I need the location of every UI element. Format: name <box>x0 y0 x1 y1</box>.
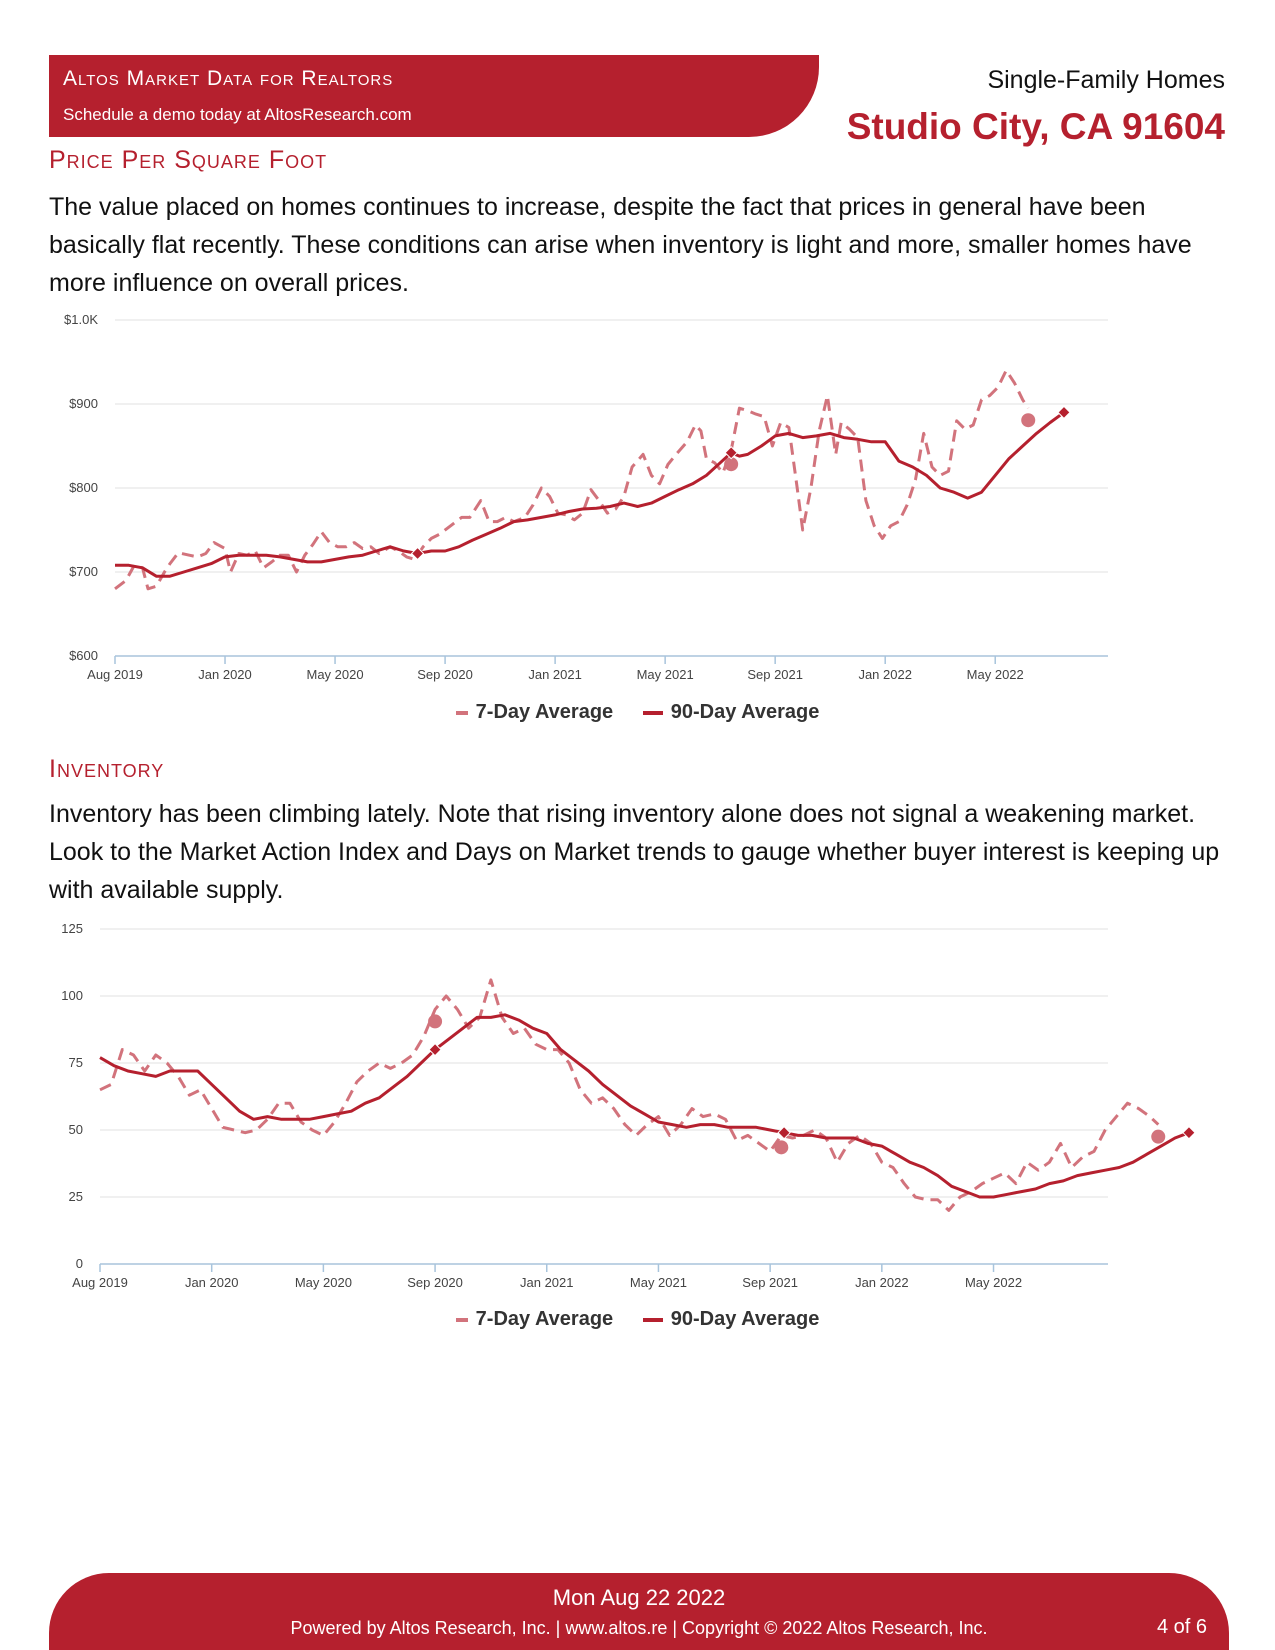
x-tick-label: Sep 2020 <box>407 1275 463 1290</box>
y-tick-label: 25 <box>69 1189 83 1204</box>
x-tick-label: Jan 2022 <box>858 667 912 682</box>
marker-90day <box>777 1125 791 1140</box>
x-tick-label: Aug 2019 <box>72 1275 128 1290</box>
y-tick-label: $1.0K <box>64 312 98 327</box>
legend-item-7day[interactable]: 7-Day Average <box>455 1308 614 1331</box>
price-per-sqft-chart: $600 $700 $800 $900 $1.0K Aug 2019 Jan 2020 May… <box>64 312 1108 682</box>
marker-90day <box>1057 405 1071 420</box>
banner-title: Altos Market Data for Realtors <box>63 67 394 90</box>
x-tick-label: Sep 2020 <box>417 667 473 682</box>
marker-7day <box>724 457 739 472</box>
y-tick-label: 100 <box>61 988 83 1003</box>
y-tick-label: $600 <box>69 648 98 663</box>
marker-90day <box>1182 1125 1196 1140</box>
marker-90day <box>410 546 425 561</box>
footer-date: Mon Aug 22 2022 <box>552 1585 726 1610</box>
chart-legend-price: 7-Day Average 90-Day Average <box>0 701 1275 724</box>
legend-label-7day: 7-Day Average <box>475 701 614 723</box>
x-tick-label: Sep 2021 <box>742 1275 798 1290</box>
x-tick-label: May 2022 <box>965 1275 1022 1290</box>
y-tick-label: $800 <box>69 480 98 495</box>
y-tick-label: $700 <box>69 564 98 579</box>
marker-90day <box>724 446 738 460</box>
legend-item-90day[interactable]: 90-Day Average <box>642 1308 820 1331</box>
marker-7day <box>1021 413 1036 428</box>
inventory-chart: 0 25 50 75 100 125 Aug 2019 Jan 2020 May 2020 Sep… <box>61 921 1196 1290</box>
x-tick-label: May 2021 <box>630 1275 687 1290</box>
y-tick-label: 125 <box>61 921 83 936</box>
marker-7day <box>428 1014 443 1029</box>
series-line-90day <box>99 1013 1190 1199</box>
legend-label-90day: 90-Day Average <box>670 701 820 723</box>
location-title: Studio City, CA 91604 <box>846 106 1225 147</box>
banner-subtitle: Schedule a demo today at AltosResearch.c… <box>63 105 412 124</box>
x-tick-label: Aug 2019 <box>87 667 143 682</box>
x-tick-label: May 2021 <box>637 667 694 682</box>
x-tick-label: May 2020 <box>307 667 364 682</box>
series-line-7day <box>99 978 1160 1212</box>
x-tick-label: May 2020 <box>295 1275 352 1290</box>
x-tick-label: Sep 2021 <box>747 667 803 682</box>
marker-7day <box>1151 1129 1166 1144</box>
y-tick-label: 75 <box>69 1055 83 1070</box>
section-title-price: Price Per Square Foot <box>49 146 328 174</box>
y-tick-label: $900 <box>69 396 98 411</box>
footer-copyright: Powered by Altos Research, Inc. | www.al… <box>290 1618 988 1638</box>
legend-swatch-90day <box>642 1317 663 1322</box>
x-tick-label: May 2022 <box>967 667 1024 682</box>
property-type: Single-Family Homes <box>987 66 1225 94</box>
legend-item-90day[interactable]: 90-Day Average <box>642 701 820 724</box>
series-line-90day <box>115 411 1065 578</box>
section-text-inventory: Inventory has been climbing lately. Note… <box>49 800 1220 904</box>
legend-swatch-90day <box>642 710 663 715</box>
page-number: 4 of 6 <box>1156 1616 1207 1638</box>
y-tick-label: 0 <box>76 1256 83 1271</box>
x-tick-label: Jan 2021 <box>528 667 582 682</box>
section-title-inventory: Inventory <box>49 755 165 783</box>
footer-bar: Mon Aug 22 2022 Powered by Altos Researc… <box>49 1573 1229 1650</box>
marker-90day <box>428 1042 442 1057</box>
legend-swatch-7day <box>455 710 468 715</box>
header-banner: Altos Market Data for Realtors Schedule … <box>49 55 819 137</box>
marker-7day <box>774 1140 789 1155</box>
legend-label-90day: 90-Day Average <box>670 1308 820 1330</box>
legend-label-7day: 7-Day Average <box>475 1308 614 1330</box>
series-line-7day <box>114 368 1030 591</box>
chart-legend-inventory: 7-Day Average 90-Day Average <box>0 1308 1275 1331</box>
section-text-price: The value placed on homes continues to i… <box>49 193 1192 297</box>
x-tick-label: Jan 2022 <box>855 1275 909 1290</box>
y-tick-label: 50 <box>69 1122 83 1137</box>
x-tick-label: Jan 2020 <box>198 667 252 682</box>
x-tick-label: Jan 2021 <box>520 1275 574 1290</box>
legend-item-7day[interactable]: 7-Day Average <box>455 701 614 724</box>
x-tick-label: Jan 2020 <box>185 1275 239 1290</box>
legend-swatch-7day <box>455 1317 468 1322</box>
